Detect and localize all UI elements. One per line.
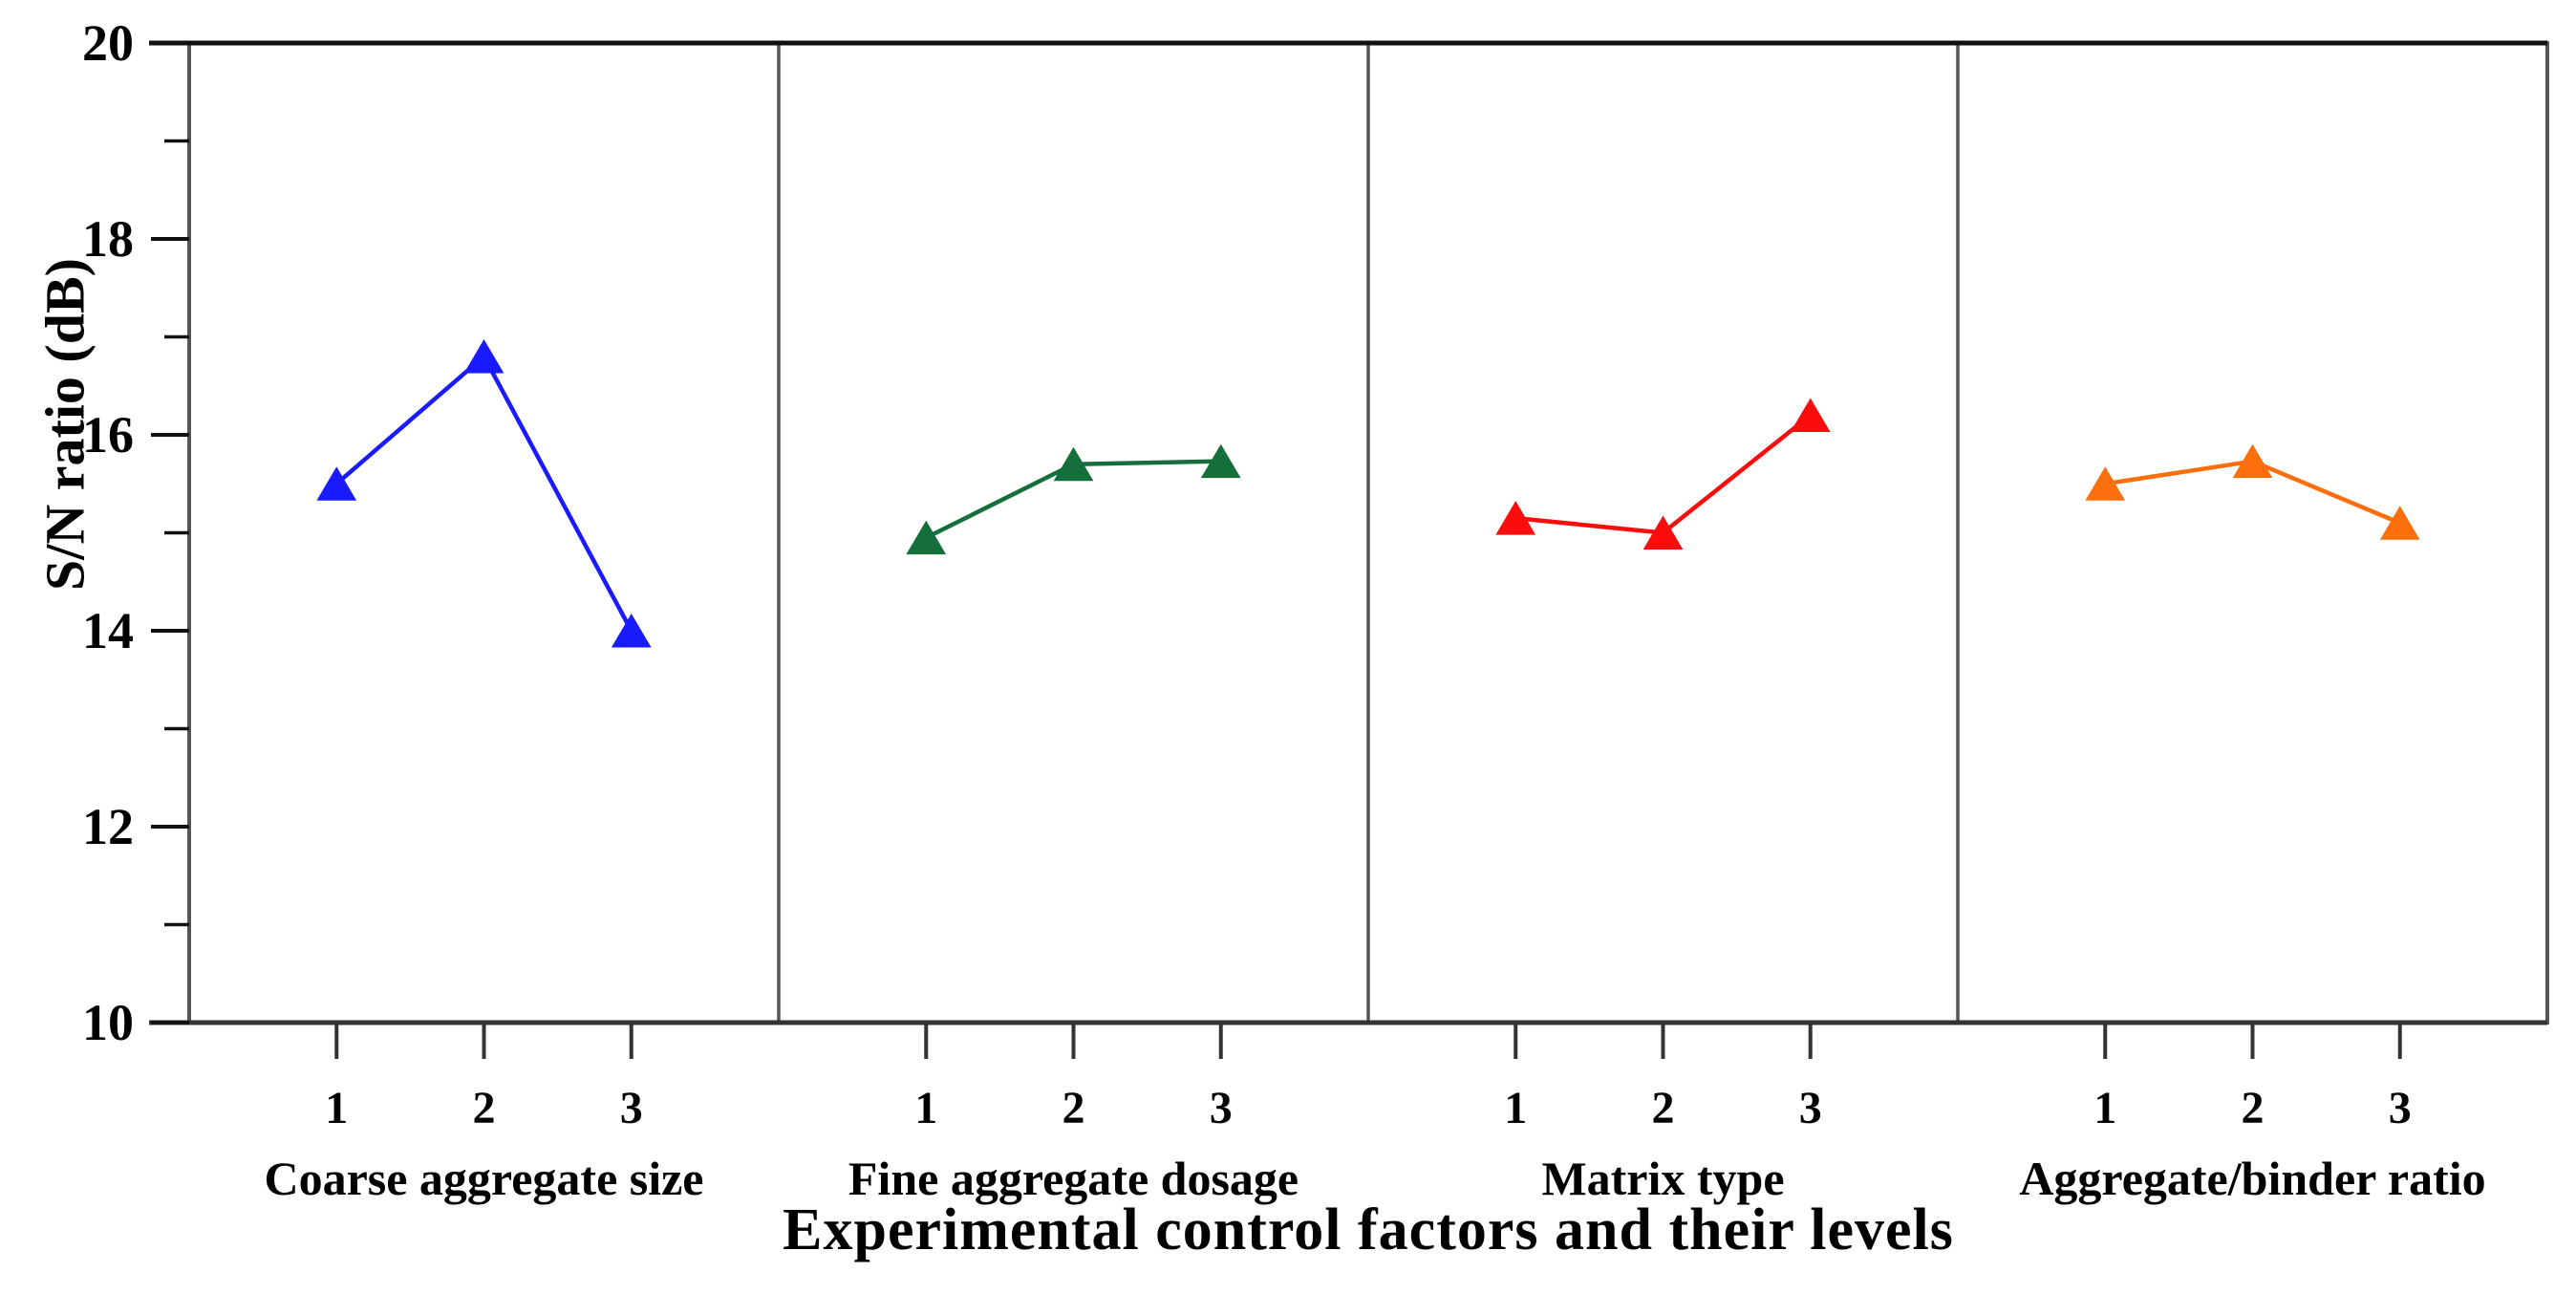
- y-tick-label: 20: [82, 14, 134, 72]
- level-label: 2: [1063, 1083, 1085, 1133]
- y-tick-label: 16: [82, 406, 134, 464]
- level-label: 3: [2389, 1083, 2412, 1133]
- factor-label: Fine aggregate dosage: [848, 1152, 1299, 1205]
- level-label: 1: [325, 1083, 348, 1133]
- level-label: 2: [1652, 1083, 1675, 1133]
- level-label: 3: [620, 1083, 643, 1133]
- data-point-marker: [2379, 506, 2420, 540]
- data-point-marker: [1642, 515, 1684, 550]
- level-label: 1: [914, 1083, 937, 1133]
- y-tick-label: 14: [82, 602, 134, 659]
- factor-label: Matrix type: [1541, 1152, 1784, 1205]
- x-axis-title: Experimental control factors and their l…: [783, 1197, 1954, 1262]
- series-line: [1515, 413, 1813, 535]
- series-line: [334, 353, 633, 633]
- y-tick-label: 12: [82, 798, 134, 855]
- factor-label: Aggregate/binder ratio: [2019, 1152, 2485, 1205]
- data-point-marker: [2085, 466, 2126, 501]
- level-label: 1: [1504, 1083, 1527, 1133]
- data-point-marker: [906, 520, 947, 555]
- factor-label: Coarse aggregate size: [264, 1152, 703, 1205]
- data-point-marker: [316, 466, 357, 501]
- data-point-marker: [1790, 398, 1831, 432]
- data-point-marker: [463, 339, 504, 374]
- level-label: 1: [2093, 1083, 2116, 1133]
- level-label: 2: [473, 1083, 496, 1133]
- y-tick-label: 10: [82, 994, 134, 1051]
- level-label: 3: [1799, 1083, 1822, 1133]
- data-point-marker: [611, 614, 652, 648]
- y-tick-label: 18: [82, 210, 134, 268]
- level-label: 3: [1210, 1083, 1233, 1133]
- data-point-marker: [1200, 443, 1241, 479]
- level-label: 2: [2242, 1083, 2265, 1133]
- data-point-marker: [2232, 443, 2273, 479]
- data-point-marker: [1053, 446, 1094, 482]
- data-point-marker: [1495, 501, 1536, 535]
